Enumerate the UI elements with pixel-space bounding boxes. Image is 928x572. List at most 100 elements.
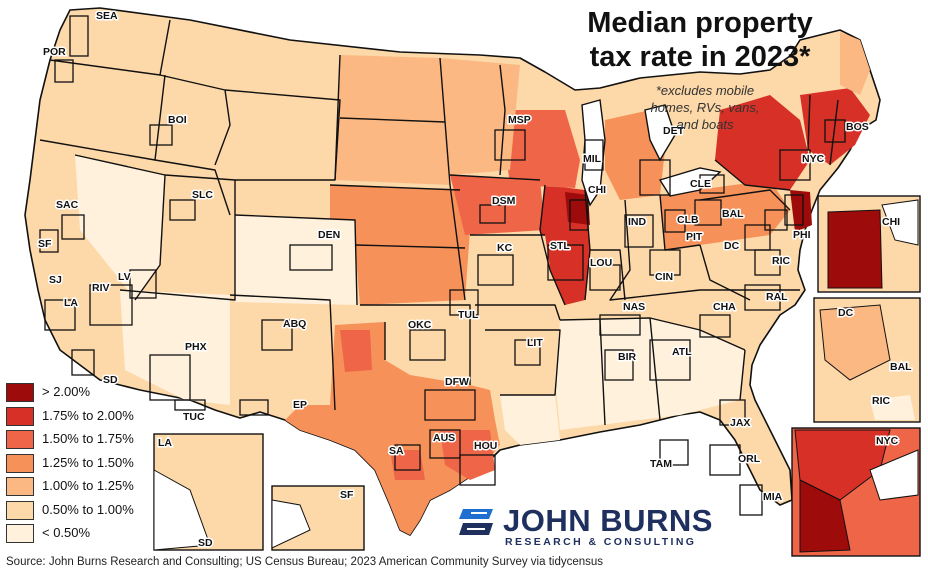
colorado-low bbox=[235, 215, 357, 305]
legend-swatch bbox=[6, 477, 34, 496]
city-label: CLE bbox=[690, 178, 711, 190]
legend-swatch bbox=[6, 383, 34, 402]
city-label: SA bbox=[389, 445, 404, 457]
texas-region bbox=[285, 322, 500, 535]
city-label: NYC bbox=[802, 153, 825, 165]
legend-item: > 2.00% bbox=[6, 381, 166, 405]
footnote-line1: *excludes mobile bbox=[655, 83, 755, 98]
city-label: LOU bbox=[590, 257, 612, 269]
city-label: SLC bbox=[192, 189, 213, 201]
city-label: ABQ bbox=[283, 318, 306, 330]
inset-bal-label: BAL bbox=[890, 361, 912, 373]
inset-nyc: NYC bbox=[791, 427, 921, 557]
inset-dc: DC BAL RIC bbox=[813, 297, 921, 423]
inset-ric-label: RIC bbox=[872, 395, 891, 407]
map-title-line1: Median property bbox=[587, 7, 813, 39]
city-label: SF bbox=[38, 238, 52, 250]
footnote: *excludes mobile homes, RVs, vans, and b… bbox=[630, 82, 780, 133]
city-label: RIV bbox=[92, 282, 110, 294]
lake-huron bbox=[644, 104, 676, 162]
logo-mark-icon bbox=[459, 509, 493, 535]
city-label: EP bbox=[293, 399, 307, 411]
city-label: POR bbox=[43, 46, 66, 58]
arizona-low bbox=[120, 290, 230, 405]
city-label: PIT bbox=[686, 231, 703, 243]
city-label: MIA bbox=[763, 491, 783, 503]
city-labels: SEA POR BOI SAC SF SJ LA RIV SD LV PHX T… bbox=[37, 9, 871, 505]
minnesota-region bbox=[440, 58, 520, 175]
source-note: Source: John Burns Research and Consulti… bbox=[6, 556, 604, 568]
city-label: AUS bbox=[433, 432, 455, 444]
legend-swatch bbox=[6, 500, 34, 520]
city-label: ATL bbox=[672, 346, 692, 358]
state-borders bbox=[39, 19, 839, 426]
footnote-line2: homes, RVs, vans, bbox=[650, 100, 760, 115]
city-label: BOI bbox=[168, 114, 187, 126]
city-label: BIR bbox=[618, 351, 637, 363]
city-label: TUC bbox=[183, 411, 205, 423]
inset-sf-label: SF bbox=[340, 489, 354, 501]
city-label: HOU bbox=[474, 440, 497, 452]
legend-label: 1.25% to 1.50% bbox=[42, 454, 134, 470]
city-label: CHA bbox=[713, 301, 736, 313]
ohio-pa-region bbox=[660, 180, 790, 250]
city-label: LA bbox=[64, 297, 78, 309]
city-label: JAX bbox=[730, 417, 750, 429]
city-label: MSP bbox=[508, 114, 531, 126]
inset-nyc-label: NYC bbox=[876, 435, 899, 447]
inset-chicago: CHI bbox=[817, 195, 921, 293]
maine-region bbox=[840, 32, 870, 95]
legend-label: 0.50% to 1.00% bbox=[42, 501, 134, 517]
city-label: KC bbox=[497, 242, 513, 254]
inset-dc-label: DC bbox=[838, 307, 854, 319]
map-title: Median property tax rate in 2023* bbox=[580, 6, 820, 74]
louisiana-low bbox=[500, 395, 560, 445]
city-label: OKC bbox=[408, 319, 432, 331]
city-label: STL bbox=[550, 240, 570, 252]
plains-region bbox=[330, 185, 470, 305]
inset-la-label: LA bbox=[158, 437, 172, 449]
city-label: BOS bbox=[846, 121, 869, 133]
legend-swatch bbox=[6, 453, 34, 473]
legend-item: 1.50% to 1.75% bbox=[6, 428, 166, 452]
city-label: PHX bbox=[185, 341, 207, 353]
legend-item: 0.50% to 1.00% bbox=[6, 499, 166, 523]
city-label: SAC bbox=[56, 199, 79, 211]
inset-la-sd: LA SD bbox=[153, 433, 264, 551]
city-label: IND bbox=[628, 216, 647, 228]
city-label: CIN bbox=[655, 271, 673, 283]
legend-label: > 2.00% bbox=[42, 384, 91, 399]
metro-outlines bbox=[39, 15, 846, 516]
map-title-line2: tax rate in 2023* bbox=[589, 41, 811, 73]
legend-label: 1.75% to 2.00% bbox=[42, 407, 134, 423]
company-logo: JOHN BURNS RESEARCH & CONSULTING bbox=[455, 503, 712, 549]
logo-name: JOHN BURNS bbox=[503, 503, 713, 538]
city-label: TUL bbox=[458, 309, 479, 321]
legend-swatch bbox=[6, 406, 34, 426]
legend-label: < 0.50% bbox=[42, 525, 91, 540]
city-label: RIC bbox=[772, 255, 791, 267]
texas-dense bbox=[340, 330, 495, 480]
new-york-region bbox=[715, 95, 810, 190]
legend-item: 1.00% to 1.25% bbox=[6, 475, 166, 499]
city-label: DET bbox=[663, 125, 685, 137]
city-label: CLB bbox=[677, 214, 699, 226]
city-label: DEN bbox=[318, 229, 340, 241]
city-label: SEA bbox=[96, 10, 118, 22]
legend-item: 1.25% to 1.50% bbox=[6, 452, 166, 476]
legend-label: 1.50% to 1.75% bbox=[42, 431, 134, 446]
nevada-low bbox=[75, 155, 165, 300]
city-label: MIL bbox=[583, 153, 602, 165]
legend-item: 1.75% to 2.00% bbox=[6, 405, 166, 429]
legend-swatch bbox=[6, 524, 34, 543]
city-label: DFW bbox=[445, 376, 469, 388]
legend-item: < 0.50% bbox=[6, 522, 166, 546]
city-label: SJ bbox=[49, 274, 62, 286]
inset-sd-label: SD bbox=[198, 537, 213, 549]
legend-label: 1.00% to 1.25% bbox=[42, 478, 134, 493]
city-label: NAS bbox=[623, 301, 645, 313]
city-label: DC bbox=[724, 240, 740, 252]
logo-tagline: RESEARCH & CONSULTING bbox=[505, 536, 697, 548]
inset-sf: SF bbox=[271, 485, 365, 551]
new-jersey-region bbox=[790, 190, 812, 232]
